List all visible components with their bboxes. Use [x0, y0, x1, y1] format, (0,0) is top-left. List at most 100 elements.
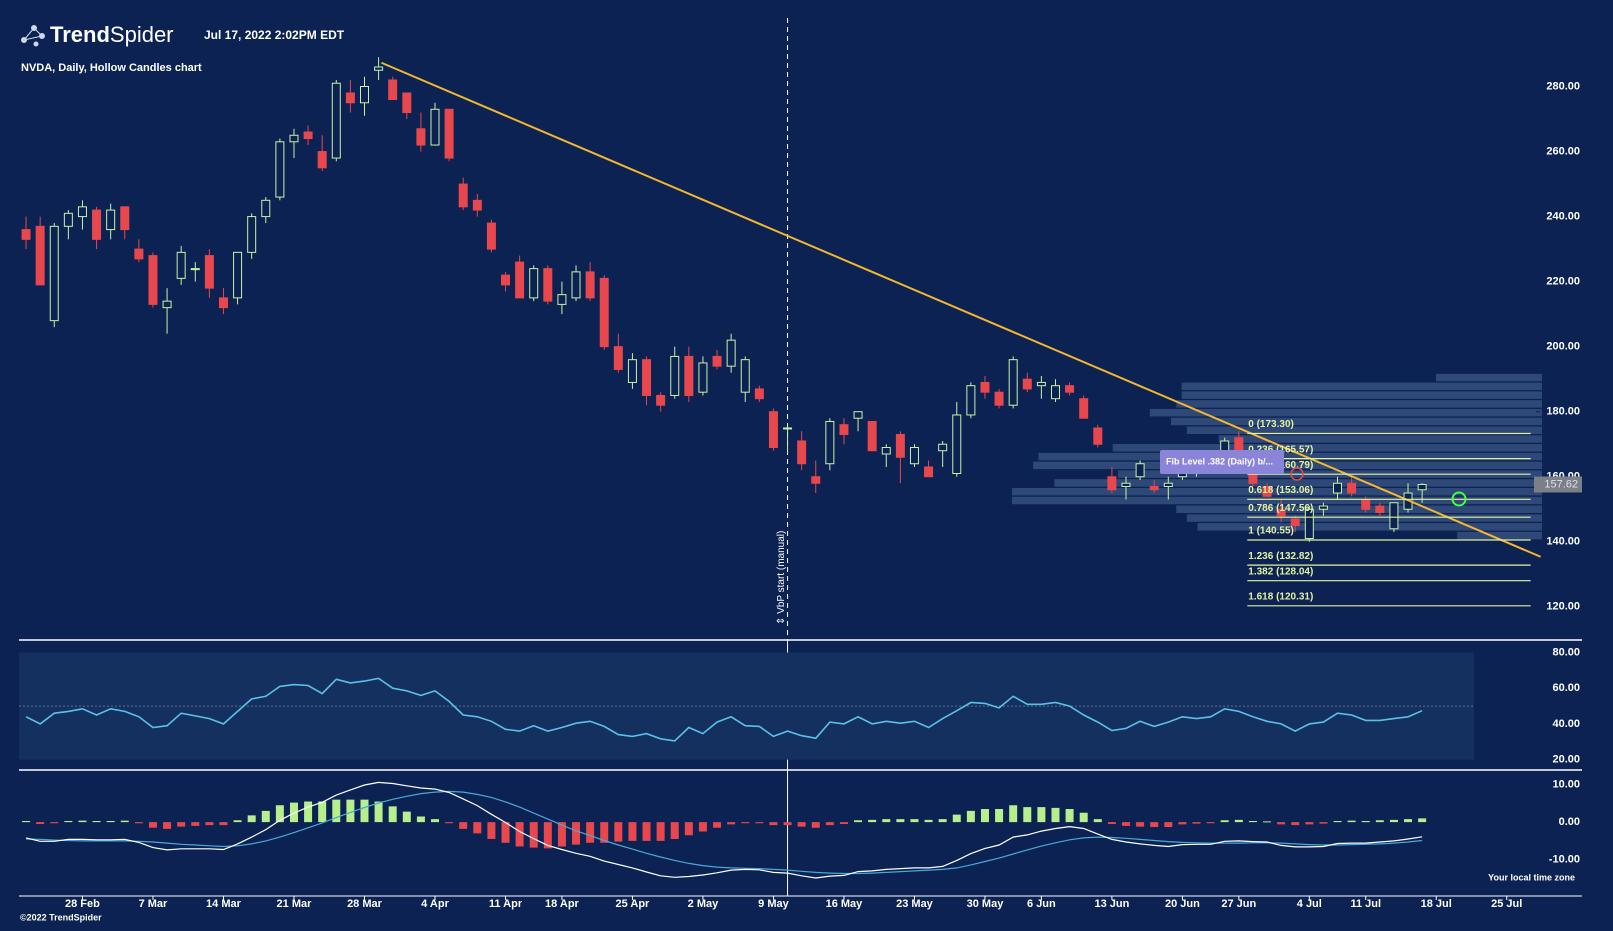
logo-icon: [21, 25, 45, 47]
candle-body: [388, 79, 398, 101]
macd-histogram-bar: [304, 801, 313, 823]
macd-histogram-bar: [346, 799, 355, 823]
macd-histogram-bar: [811, 822, 820, 828]
candle-body: [1163, 482, 1173, 488]
x-tick-label: 11 Jul: [1350, 898, 1381, 910]
volume-profile-bar: [1171, 417, 1542, 426]
y-tick-label: 220.00: [1546, 276, 1580, 288]
macd-histogram-bar: [64, 821, 73, 823]
macd-histogram-bar: [1375, 820, 1384, 823]
macd-histogram-bar: [797, 822, 806, 827]
macd-histogram-bar: [1079, 812, 1088, 823]
candle-body: [1234, 437, 1244, 452]
macd-histogram-bar: [205, 822, 214, 826]
macd-histogram-bar: [1093, 819, 1102, 823]
macd-histogram-bar: [783, 822, 792, 826]
volume-profile-bar: [1457, 531, 1542, 540]
candle-body: [1304, 508, 1314, 540]
macd-histogram-bar: [1418, 818, 1427, 823]
candle-body: [1121, 482, 1131, 488]
fib-label: 0 (173.30): [1248, 419, 1294, 430]
volume-profile-bar: [1186, 426, 1542, 434]
y-tick-label: 0.00: [1559, 816, 1580, 828]
fib-label: 1 (140.55): [1248, 526, 1294, 537]
macd-histogram-bar: [924, 819, 933, 823]
macd-histogram-bar: [600, 822, 609, 843]
fib-tooltip-box: [1160, 450, 1284, 474]
logo-link: [23, 35, 43, 41]
x-tick-label: 23 May: [896, 898, 934, 910]
volume-profile-bar: [1181, 382, 1542, 391]
macd-histogram-bar: [839, 822, 848, 824]
y-tick-label: 140.00: [1546, 536, 1580, 548]
candle-body: [345, 92, 355, 104]
x-tick-label: 6 Jun: [1027, 898, 1056, 910]
y-tick-label: 60.00: [1552, 682, 1580, 694]
candle-body: [21, 229, 31, 240]
candle-body: [303, 131, 313, 140]
fib-label: 0.618 (153.06): [1248, 485, 1313, 496]
candle-body: [1333, 482, 1343, 494]
logo-link: [33, 27, 43, 37]
candle-body: [289, 134, 299, 143]
candle-body: [811, 476, 821, 484]
macd-histogram-bar: [473, 822, 482, 834]
macd-histogram-bar: [402, 811, 411, 823]
macd-histogram-bar: [628, 822, 637, 841]
timestamp: Jul 17, 2022 2:02PM EDT: [204, 28, 345, 42]
candle-body: [825, 420, 835, 465]
macd-histogram-bar: [1037, 807, 1046, 823]
macd-histogram-bar: [388, 806, 397, 823]
vbp-label: ⇕ VbP start (manual): [776, 531, 787, 625]
macd-histogram-bar: [755, 822, 764, 824]
macd-histogram-bar: [586, 822, 595, 843]
macd-histogram-bar: [1277, 822, 1286, 825]
candle-body: [952, 414, 962, 474]
candle-body: [275, 141, 285, 198]
macd-histogram-bar: [769, 822, 778, 826]
cross-marker: [1451, 491, 1467, 507]
macd-histogram-bar: [50, 822, 59, 824]
y-tick-label: 10.00: [1552, 779, 1580, 791]
macd-histogram-bar: [1220, 820, 1229, 823]
volume-profile-bar: [1181, 391, 1542, 399]
logo-link: [23, 27, 35, 41]
macd-histogram-bar: [445, 822, 454, 824]
y-tick-label: 280.00: [1546, 80, 1580, 92]
x-tick-label: 16 May: [826, 898, 864, 910]
macd-histogram-bar: [1065, 809, 1074, 823]
macd-histogram-bar: [1136, 822, 1145, 827]
candle-body: [1347, 482, 1357, 494]
volume-profile-bar: [1218, 435, 1542, 443]
x-tick-label: 11 Apr: [489, 898, 523, 910]
y-tick-label: -10.00: [1549, 854, 1580, 866]
candle-body: [233, 251, 243, 299]
candle-body: [317, 151, 327, 169]
brand-bold: Trend: [50, 22, 110, 47]
macd-histogram-bar: [1023, 807, 1032, 823]
volume-profile-bar: [1033, 461, 1542, 470]
macd-histogram-bar: [332, 799, 341, 823]
x-tick-label: 25 Apr: [616, 898, 651, 910]
macd-histogram-bar: [177, 822, 186, 827]
candle-body: [402, 92, 412, 114]
candle-body: [585, 271, 595, 299]
y-tick-label: 80.00: [1552, 646, 1580, 658]
macd-histogram-bar: [374, 801, 383, 823]
candle-body: [980, 381, 990, 393]
macd-histogram-bar: [148, 822, 157, 828]
macd-histogram-bar: [233, 820, 242, 823]
candle-body: [515, 261, 525, 299]
volume-profile-bar: [1149, 408, 1542, 417]
candle-body: [1375, 505, 1385, 514]
macd-histogram-bar: [289, 802, 298, 823]
candle-body: [444, 108, 454, 159]
macd-histogram-bar: [557, 822, 566, 847]
macd-histogram-bar: [854, 820, 863, 823]
x-tick-label: 2 May: [688, 898, 719, 910]
macd-histogram-bar: [191, 822, 200, 826]
macd-histogram-bar: [22, 821, 31, 823]
macd-histogram-bar: [980, 809, 989, 823]
